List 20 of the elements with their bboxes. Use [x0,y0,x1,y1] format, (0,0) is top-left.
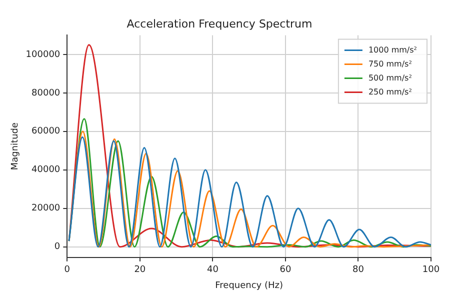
y-tick-label: 40000 [32,165,60,176]
y-axis-title: Magnitude [10,122,21,170]
y-tick-label: 0 [54,242,60,252]
x-tick-label: 20 [134,265,146,276]
x-tick-label: 100 [422,265,440,276]
legend-label: 1000 mm/s² [368,45,418,54]
y-tick-label: 80000 [32,88,60,98]
y-tick-label: 60000 [32,126,60,137]
legend-label: 500 mm/s² [368,73,412,82]
y-tick-label: 20000 [32,204,60,214]
legend-label: 750 mm/s² [368,59,412,68]
x-tick-label: 60 [280,265,292,276]
chart-title: Acceleration Frequency Spectrum [126,17,312,30]
legend-label: 250 mm/s² [368,87,412,96]
x-tick-label: 40 [206,265,219,276]
x-tick-label: 0 [64,265,70,276]
line-series [68,44,431,248]
x-tick-label: 80 [352,265,364,276]
x-axis-title: Frequency (Hz) [215,280,284,291]
y-tick-label: 100000 [26,50,60,60]
